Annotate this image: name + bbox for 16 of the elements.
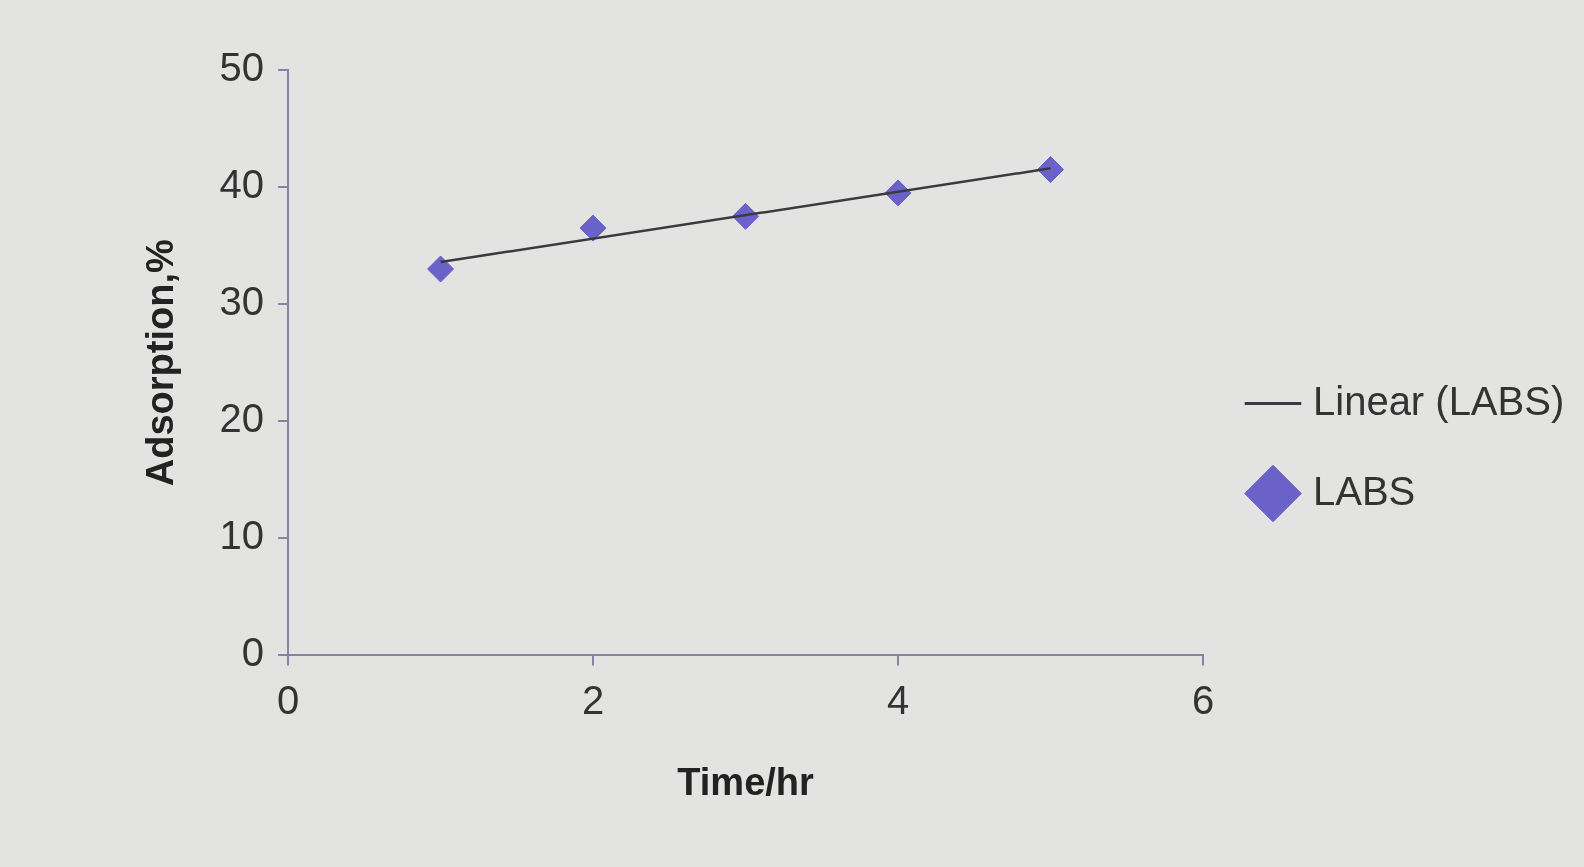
- y-tick-label: 20: [219, 396, 265, 441]
- y-tick-label: 50: [219, 45, 265, 90]
- point: [427, 255, 455, 283]
- x-tick-label: 0: [276, 678, 300, 723]
- x-tick-label: 2: [581, 678, 605, 723]
- y-tick-label: 0: [241, 630, 265, 675]
- point: [579, 214, 607, 242]
- x-axis-title: Time/hr: [677, 760, 815, 803]
- legend-label: LABS: [1313, 468, 1416, 513]
- y-tick-label: 30: [219, 279, 265, 324]
- legend-label: Linear (LABS): [1313, 378, 1565, 423]
- y-tick-label: 10: [219, 513, 265, 558]
- x-tick-label: 6: [1191, 678, 1215, 723]
- y-axis-title: Adsorption,%: [139, 239, 182, 487]
- y-tick-label: 40: [219, 162, 265, 207]
- x-tick-label: 4: [886, 678, 910, 723]
